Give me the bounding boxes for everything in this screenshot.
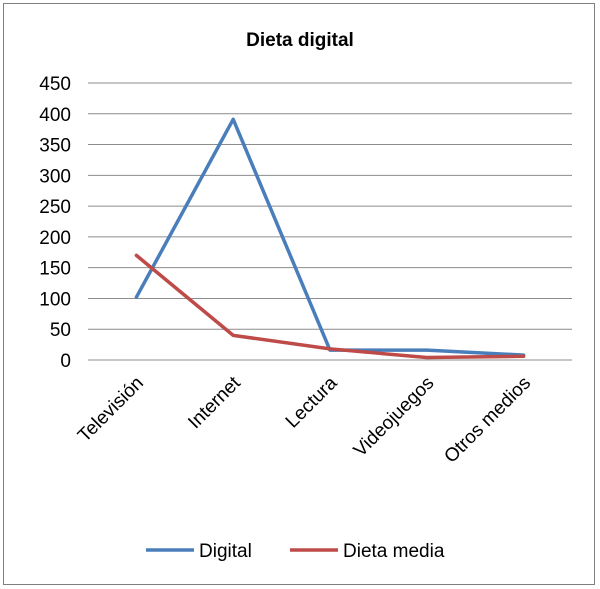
y-tick-label: 100	[39, 289, 71, 310]
y-tick-label: 250	[39, 197, 71, 218]
y-tick-label: 200	[39, 228, 71, 249]
x-tick-label: Videojuegos	[350, 373, 439, 462]
x-tick-label: Otros medios	[440, 373, 535, 468]
y-tick-label: 450	[39, 74, 71, 95]
y-axis-ticks: 0 50 100 150 200 250 300 350 400 450	[39, 74, 71, 372]
y-tick-label: 400	[39, 105, 71, 126]
legend: Digital Dieta media	[146, 541, 445, 562]
chart-title: Dieta digital	[246, 30, 354, 51]
chart-frame	[3, 3, 595, 585]
legend-label: Digital	[199, 541, 252, 562]
y-tick-label: 0	[60, 351, 71, 372]
y-tick-label: 350	[39, 136, 71, 157]
y-tick-label: 150	[39, 259, 71, 280]
y-tick-label: 50	[50, 320, 71, 341]
series-lines	[134, 117, 526, 360]
x-tick-label: Internet	[184, 372, 245, 433]
series-line-1	[134, 253, 526, 360]
gridlines	[88, 82, 572, 361]
x-tick-label: Lectura	[282, 372, 342, 432]
x-axis-ticks: Televisión Internet Lectura Videojuegos Otro…	[74, 372, 535, 467]
y-tick-label: 300	[39, 166, 71, 187]
x-tick-label: Televisión	[74, 373, 148, 447]
legend-label: Dieta media	[343, 541, 445, 562]
